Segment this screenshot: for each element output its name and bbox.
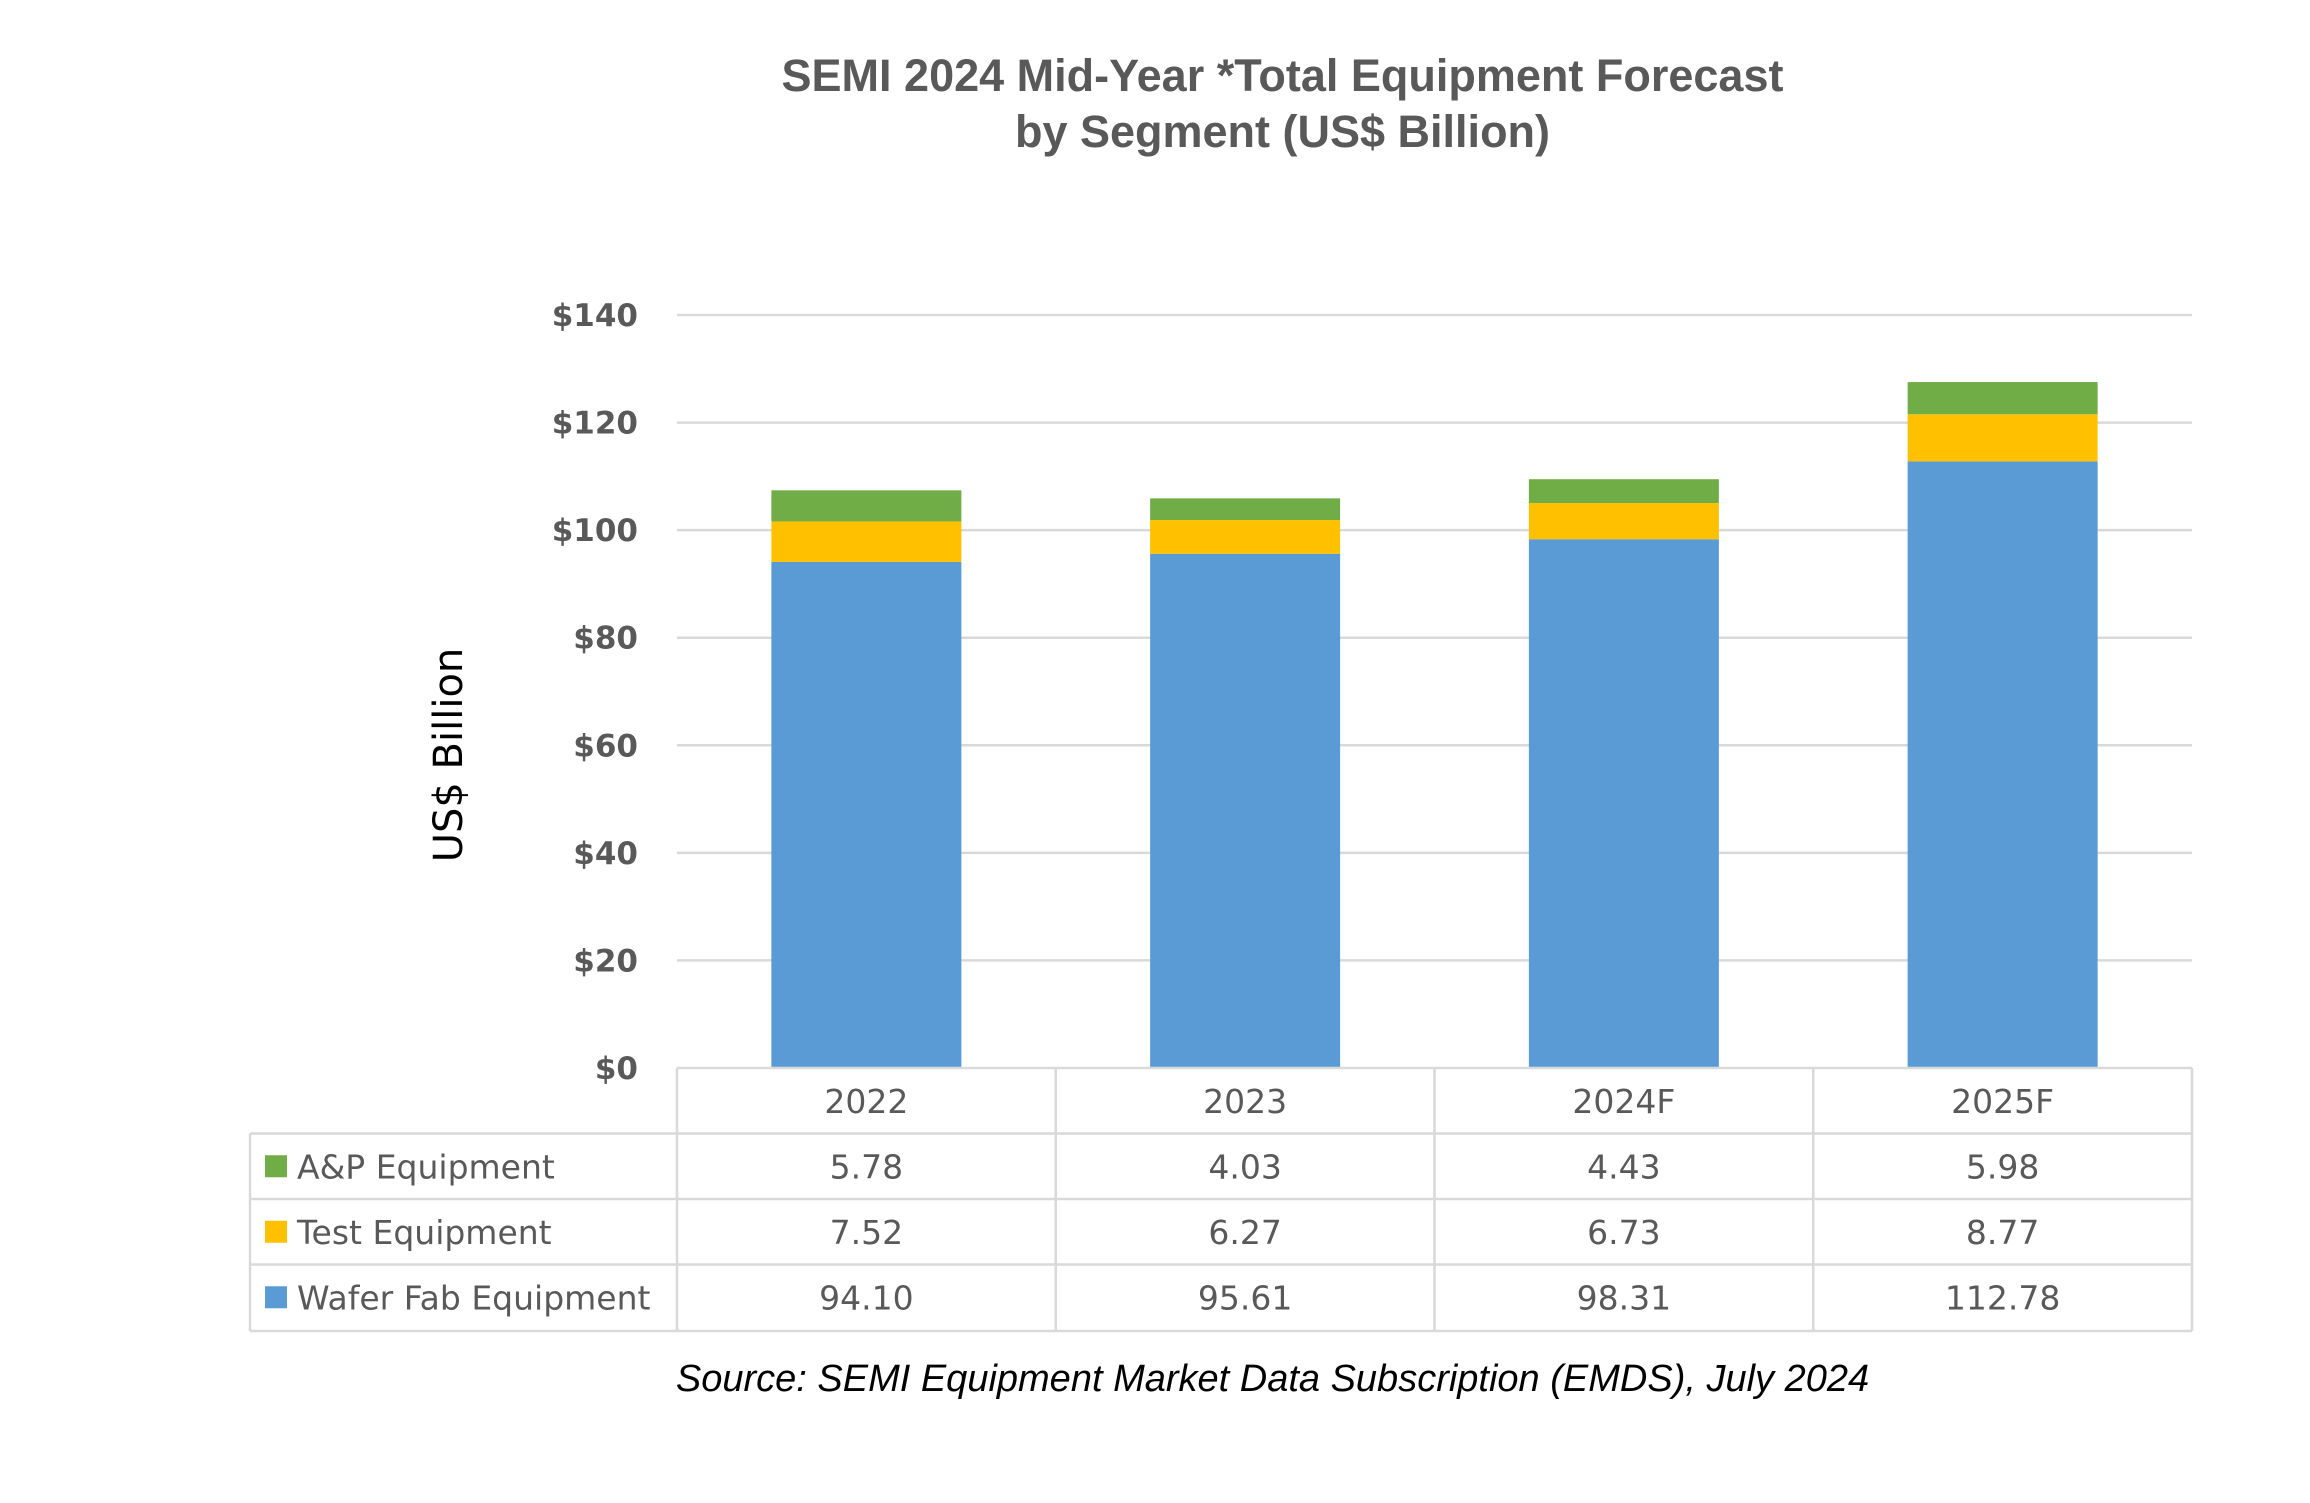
y-axis-tick-labels: $0 $20 $40 $60 $80 $100 $120 $140 <box>552 298 638 1087</box>
y-tick-label: $60 <box>573 728 638 764</box>
bar-wafer-fab-equipment-2022 <box>771 561 962 1068</box>
legend-swatch-wafer-fab-equipment <box>265 1286 287 1309</box>
data-label-aandp-equipment-2025f: 5.98 <box>1966 1147 2039 1186</box>
legend-swatch-test-equipment <box>265 1220 287 1243</box>
y-tick-label: $80 <box>573 621 638 657</box>
bar-aandp-equipment-2025f <box>1907 382 2098 415</box>
chart-title-line-1: SEMI 2024 Mid-Year *Total Equipment Fore… <box>781 50 1784 101</box>
data-table: 2022 2023 2024F 2025F A&P Equipment 5.78 4.03 4… <box>248 1066 2194 1333</box>
x-category-label: 2023 <box>1203 1082 1287 1121</box>
x-category-label: 2022 <box>824 1082 908 1121</box>
data-label-test-equipment-2022: 7.52 <box>830 1213 903 1252</box>
y-tick-label: $100 <box>552 513 638 549</box>
data-label-wafer-fab-equipment-2023: 95.61 <box>1198 1278 1292 1317</box>
legend-label-wafer-fab-equipment: Wafer Fab Equipment <box>297 1278 651 1317</box>
bar-wafer-fab-equipment-2025f <box>1907 461 2098 1068</box>
data-label-aandp-equipment-2023: 4.03 <box>1208 1147 1281 1186</box>
data-label-aandp-equipment-2024f: 4.43 <box>1587 1147 1660 1186</box>
data-label-aandp-equipment-2022: 5.78 <box>830 1147 903 1186</box>
y-tick-label: $40 <box>573 836 638 872</box>
y-axis-label: US$ Billion <box>426 648 472 863</box>
bar-wafer-fab-equipment-2024f <box>1528 539 1719 1068</box>
legend-swatch-aandp-equipment <box>265 1155 287 1178</box>
x-category-label: 2024F <box>1572 1082 1675 1121</box>
data-label-test-equipment-2023: 6.27 <box>1208 1213 1281 1252</box>
data-label-wafer-fab-equipment-2025f: 112.78 <box>1945 1278 2060 1317</box>
bar-test-equipment-2025f <box>1907 414 2098 462</box>
data-label-wafer-fab-equipment-2024f: 98.31 <box>1577 1278 1671 1317</box>
data-label-test-equipment-2025f: 8.77 <box>1966 1213 2039 1252</box>
bar-test-equipment-2024f <box>1528 503 1719 540</box>
bar-wafer-fab-equipment-2023 <box>1150 553 1341 1068</box>
chart-title: SEMI 2024 Mid-Year *Total Equipment Fore… <box>0 48 2310 160</box>
y-tick-label: $20 <box>573 943 638 979</box>
legend-label-aandp-equipment: A&P Equipment <box>297 1147 555 1186</box>
y-tick-label: $140 <box>552 298 638 334</box>
y-tick-label: $120 <box>552 406 638 442</box>
chart-title-line-2: by Segment (US$ Billion) <box>1014 106 1551 157</box>
bar-test-equipment-2022 <box>771 521 962 562</box>
legend-label-test-equipment: Test Equipment <box>296 1213 552 1252</box>
bar-aandp-equipment-2022 <box>771 490 962 522</box>
bars <box>771 382 2098 1068</box>
bar-aandp-equipment-2024f <box>1528 479 1719 504</box>
bar-aandp-equipment-2023 <box>1150 498 1341 521</box>
data-label-test-equipment-2024f: 6.73 <box>1587 1213 1660 1252</box>
data-label-wafer-fab-equipment-2022: 94.10 <box>819 1278 913 1317</box>
bar-test-equipment-2023 <box>1150 520 1341 554</box>
source-note: Source: SEMI Equipment Market Data Subsc… <box>675 1358 1870 1400</box>
x-category-label: 2025F <box>1951 1082 2054 1121</box>
y-tick-label: $0 <box>595 1051 638 1087</box>
